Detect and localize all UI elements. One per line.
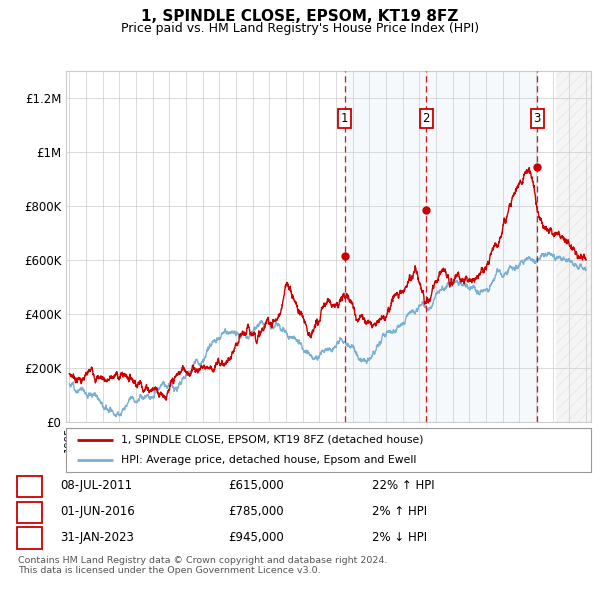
Bar xyxy=(556,71,595,422)
Text: 3: 3 xyxy=(26,532,33,545)
Text: 08-JUL-2011: 08-JUL-2011 xyxy=(60,479,132,492)
Text: Price paid vs. HM Land Registry's House Price Index (HPI): Price paid vs. HM Land Registry's House … xyxy=(121,22,479,35)
Text: £615,000: £615,000 xyxy=(228,479,284,492)
Bar xyxy=(344,71,427,422)
Text: 01-JUN-2016: 01-JUN-2016 xyxy=(60,505,135,518)
Text: 1: 1 xyxy=(341,112,349,124)
Text: HPI: Average price, detached house, Epsom and Ewell: HPI: Average price, detached house, Epso… xyxy=(121,455,416,465)
Text: £785,000: £785,000 xyxy=(228,505,284,518)
Text: 1: 1 xyxy=(26,480,33,493)
Text: Contains HM Land Registry data © Crown copyright and database right 2024.
This d: Contains HM Land Registry data © Crown c… xyxy=(18,556,388,575)
Text: 3: 3 xyxy=(533,112,541,124)
Text: 1, SPINDLE CLOSE, EPSOM, KT19 8FZ (detached house): 1, SPINDLE CLOSE, EPSOM, KT19 8FZ (detac… xyxy=(121,435,424,445)
Text: £945,000: £945,000 xyxy=(228,531,284,544)
Text: 2: 2 xyxy=(26,506,33,519)
Text: 2% ↓ HPI: 2% ↓ HPI xyxy=(372,531,427,544)
Text: 2: 2 xyxy=(422,112,430,124)
Text: 1, SPINDLE CLOSE, EPSOM, KT19 8FZ: 1, SPINDLE CLOSE, EPSOM, KT19 8FZ xyxy=(142,9,458,24)
Bar xyxy=(427,71,538,422)
Text: 31-JAN-2023: 31-JAN-2023 xyxy=(60,531,134,544)
Text: 2% ↑ HPI: 2% ↑ HPI xyxy=(372,505,427,518)
Text: 22% ↑ HPI: 22% ↑ HPI xyxy=(372,479,434,492)
